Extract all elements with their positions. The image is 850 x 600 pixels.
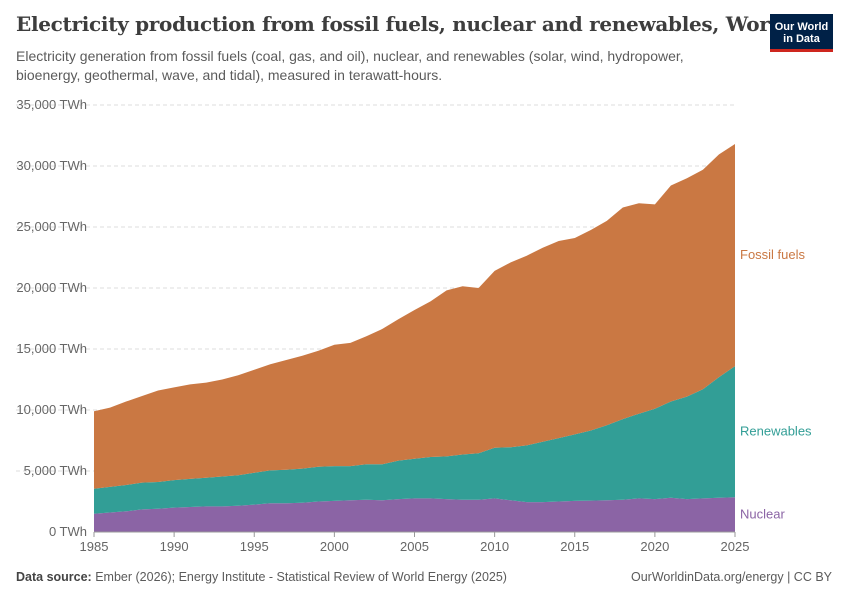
data-source: Data source: Ember (2026); Energy Instit… [16,570,507,584]
chart-title: Electricity production from fossil fuels… [16,12,791,36]
footer-link[interactable]: OurWorldinData.org/energy | CC BY [630,570,832,584]
x-tick-label: 2010 [480,539,509,554]
y-tick-label: 35,000 TWh [16,97,87,112]
axes: 0 TWh 5,000 TWh 10,000 TWh 15,000 TWh 20,000… [16,97,749,554]
y-tick-label: 30,000 TWh [16,158,87,173]
chart-subtitle: Electricity generation from fossil fuels… [16,48,684,83]
x-tick-label: 2015 [560,539,589,554]
legend-label[interactable]: Nuclear [740,507,785,522]
area-nuclear[interactable] [94,497,735,532]
x-tick-label: 1985 [80,539,109,554]
x-tick-label: 2025 [721,539,750,554]
x-tick-label: 1995 [240,539,269,554]
y-tick-label: 15,000 TWh [16,341,87,356]
area-fossil-fuels[interactable] [94,144,735,489]
y-tick-label: 20,000 TWh [16,280,87,295]
x-tick-label: 2000 [320,539,349,554]
areas [94,144,735,532]
x-tick-label: 1990 [160,539,189,554]
owid-logo[interactable]: Our World in Data [770,14,833,52]
y-tick-label: 25,000 TWh [16,219,87,234]
legend: Nuclear Renewables Fossil fuels [740,247,812,522]
legend-label[interactable]: Fossil fuels [740,247,806,262]
data-source-label: Data source: [16,570,92,584]
y-tick-label: 5,000 TWh [24,463,87,478]
area-renewables[interactable] [94,366,735,514]
y-tick-label: 10,000 TWh [16,402,87,417]
x-tick-label: 2005 [400,539,429,554]
x-tick-label: 2020 [640,539,669,554]
legend-label[interactable]: Renewables [740,424,812,439]
data-source-text: Ember (2026); Energy Institute - Statist… [95,570,507,584]
y-tick-label: 0 TWh [49,524,87,539]
